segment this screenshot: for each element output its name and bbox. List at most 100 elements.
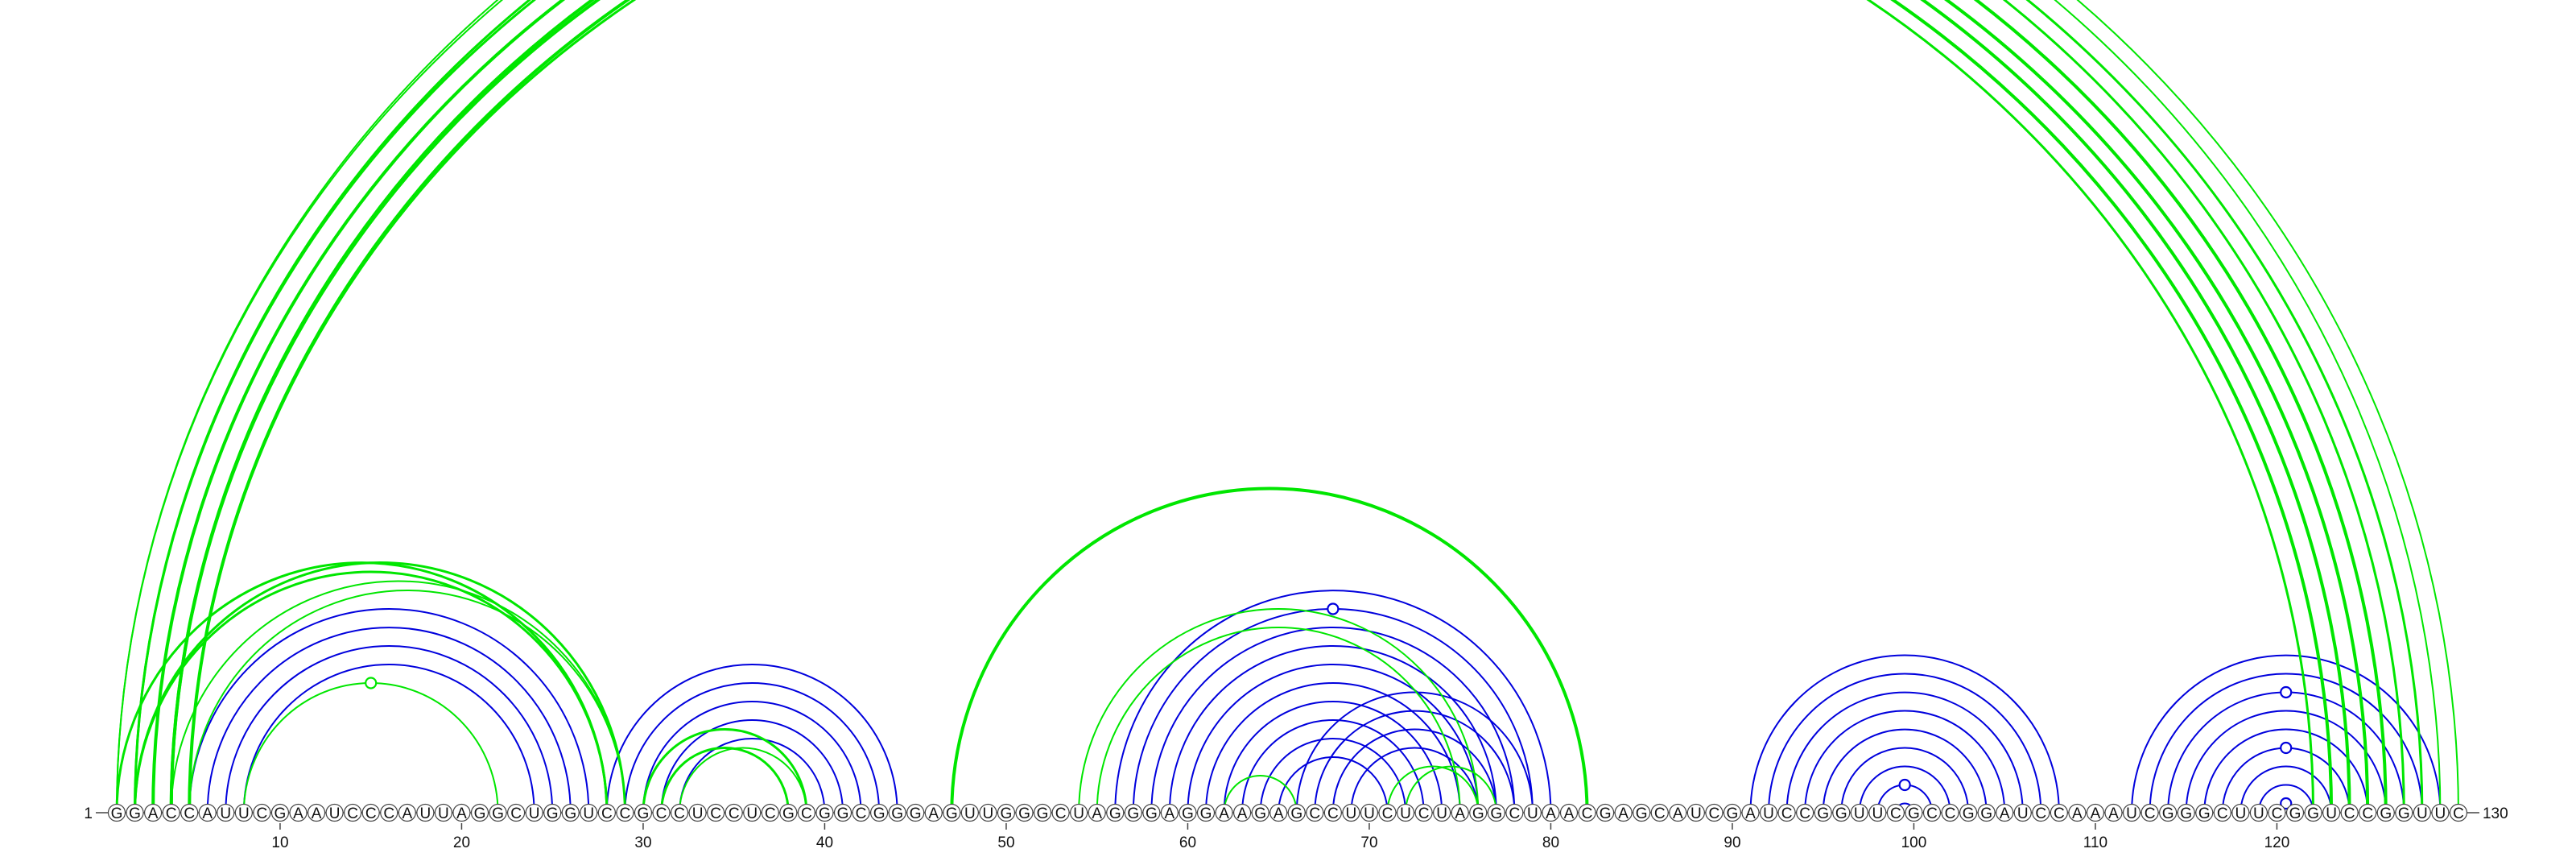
nucleotide-circle	[1850, 803, 1868, 822]
nucleotide-circle	[1941, 803, 1959, 822]
nucleotide-circle	[1705, 803, 1724, 822]
nucleotide-circle	[126, 803, 144, 822]
nucleotide-circle	[1669, 803, 1687, 822]
nucleotide-label: U	[2326, 805, 2337, 822]
nucleotide-circle	[2032, 803, 2050, 822]
reference-pair-arc	[1295, 691, 1534, 814]
nucleotide-circle	[761, 803, 779, 822]
reference-pair-arc	[2149, 673, 2423, 814]
nucleotide-circle	[270, 803, 290, 822]
nucleotide-circle	[180, 803, 199, 822]
nucleotide-circle	[2104, 803, 2123, 822]
nucleotide-label: G	[1037, 805, 1049, 822]
nucleotide-label: C	[1945, 805, 1956, 822]
nucleotide-circle	[652, 803, 671, 822]
nucleotide-circle	[1160, 803, 1179, 822]
nucleotide-label: C	[2344, 805, 2355, 822]
nucleotide-label: A	[1092, 805, 1102, 822]
nucleotide-circle	[361, 803, 380, 822]
nucleotide-label: G	[129, 805, 141, 822]
nucleotide-circle	[2304, 803, 2322, 822]
nucleotide-label: C	[620, 805, 631, 822]
nucleotide-label: G	[111, 805, 123, 822]
nucleotide-label: C	[1055, 805, 1067, 822]
nucleotide-circle	[1414, 803, 1433, 822]
nucleotide-circle	[1360, 803, 1379, 822]
nucleotide-circle	[1523, 803, 1542, 822]
nucleotide-circle	[1287, 803, 1306, 822]
predicted-pair-arc	[1405, 765, 1497, 814]
nucleotide-label: A	[1618, 805, 1629, 822]
nucleotide-label: G	[2162, 805, 2174, 822]
arc-apex-marker	[365, 677, 378, 689]
nucleotide-label: C	[1890, 805, 1901, 822]
nucleotide-circle	[344, 803, 362, 822]
reference-pair-arc	[1768, 673, 2042, 814]
nucleotide-circle	[1578, 803, 1596, 822]
nucleotide-circle	[1179, 803, 1197, 822]
nucleotide-label: C	[1418, 805, 1430, 822]
sequence-start-label: 1	[84, 805, 93, 822]
nucleotide-label: C	[1309, 805, 1320, 822]
nucleotide-label: C	[2362, 805, 2373, 822]
nucleotide-label: U	[2126, 805, 2137, 822]
nucleotide-circle	[2395, 803, 2413, 822]
nucleotide-label: C	[383, 805, 394, 822]
nucleotide-label: U	[1872, 805, 1883, 822]
nucleotide-circle	[869, 803, 889, 822]
nucleotide-label: G	[275, 805, 287, 822]
nucleotide-circle	[198, 803, 217, 822]
reference-pair-arc	[679, 738, 826, 814]
nucleotide-label: U	[1073, 805, 1084, 822]
nucleotide-circle	[906, 803, 925, 822]
nucleotide-circle	[597, 803, 616, 822]
nucleotide-label: C	[729, 805, 740, 822]
nucleotide-circle	[2013, 803, 2032, 822]
nucleotide-label: A	[1237, 805, 1248, 822]
nucleotide-label: C	[2035, 805, 2046, 822]
nucleotide-circle	[2285, 803, 2305, 822]
reference-pair-arc	[1350, 747, 1480, 814]
nucleotide-label: U	[438, 805, 449, 822]
nucleotide-label: A	[1564, 805, 1575, 822]
nucleotide-label: C	[2272, 805, 2283, 822]
nucleotide-label: C	[347, 805, 358, 822]
nucleotide-label: A	[148, 805, 159, 822]
predicted-pair-arc	[1078, 607, 1480, 814]
nucleotide-circle	[452, 803, 471, 822]
nucleotide-label: G	[2289, 805, 2301, 822]
nucleotide-label: U	[2435, 805, 2446, 822]
predicted-pair-arc	[950, 486, 1589, 814]
reference-pair-arc	[1749, 654, 2060, 814]
nucleotide-circle	[1977, 803, 1996, 822]
position-tick-label: 110	[2083, 834, 2107, 851]
nucleotide-circle	[997, 803, 1016, 822]
nucleotide-circle	[2249, 803, 2268, 822]
nucleotide-label: G	[1727, 805, 1739, 822]
nucleotide-circle	[307, 803, 326, 822]
nucleotide-label: A	[1546, 805, 1556, 822]
arc-apex-marker	[2280, 685, 2293, 699]
nucleotide-circle	[289, 803, 308, 822]
nucleotide-label: G	[2180, 805, 2192, 822]
reference-pair-arc	[1785, 691, 2024, 814]
nucleotide-label: C	[710, 805, 721, 822]
predicted-pair-arc	[1223, 774, 1298, 814]
reference-pair-arc	[1840, 747, 1970, 814]
arc-apex-marker	[1327, 602, 1340, 615]
nucleotide-circle	[1196, 803, 1216, 822]
nucleotide-label: U	[529, 805, 540, 822]
reference-pair-arc	[2203, 728, 2369, 814]
nucleotide-label: A	[1274, 805, 1284, 822]
nucleotide-circle	[1559, 803, 1579, 822]
nucleotide-circle	[743, 803, 762, 822]
nucleotide-circle	[1542, 803, 1560, 822]
predicted-pair-arc	[151, 0, 2388, 814]
reference-pair-arc	[1278, 756, 1389, 814]
nucleotide-circle	[1505, 803, 1524, 822]
reference-pair-arc	[242, 663, 535, 814]
reference-pair-arc	[1223, 701, 1443, 814]
position-tick-label: 120	[2264, 834, 2290, 851]
nucleotide-label: G	[2398, 805, 2410, 822]
nucleotide-circle	[888, 803, 906, 822]
